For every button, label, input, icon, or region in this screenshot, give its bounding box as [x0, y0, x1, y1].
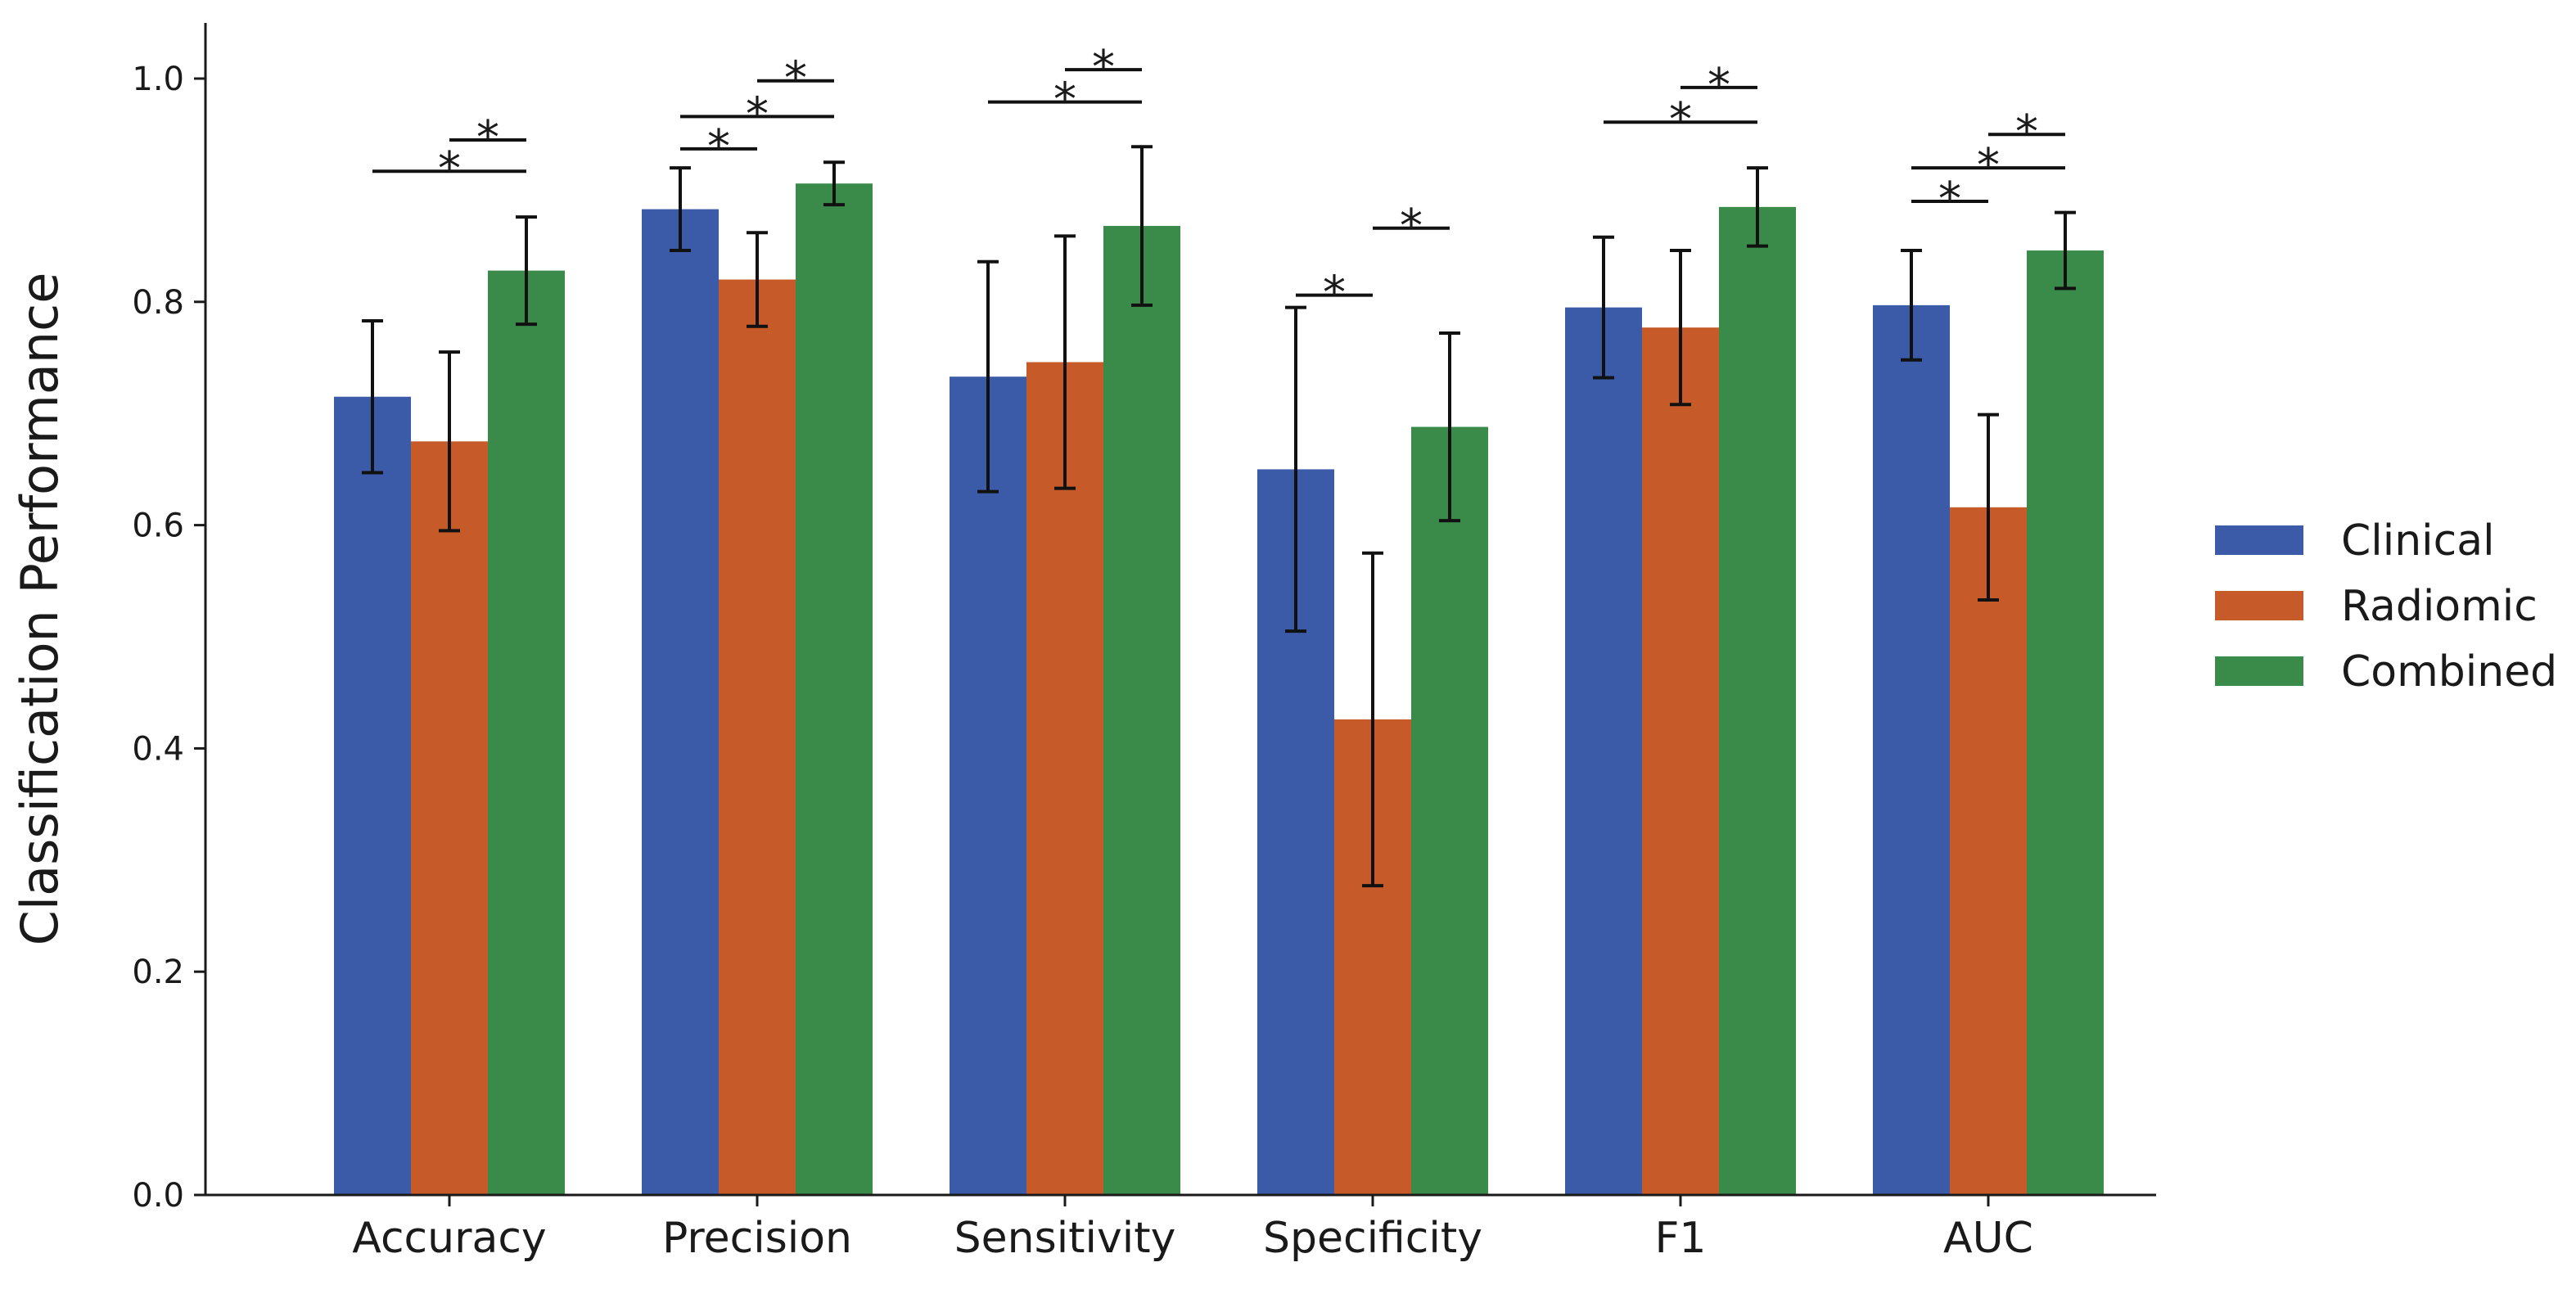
x-tick-label-specificity: Specificity — [1263, 1214, 1482, 1263]
bar-clinical-f1 — [1565, 307, 1642, 1195]
significance-layer: * * * * * * * * * * * * * * — [372, 41, 2065, 320]
bar-clinical-precision — [642, 209, 719, 1195]
axes-layer — [204, 23, 2156, 1197]
significance-star: * — [746, 88, 769, 141]
bar-radiomic-precision — [719, 279, 796, 1195]
significance-star: * — [784, 52, 807, 106]
bar-combined-specificity — [1411, 426, 1488, 1195]
significance-star: * — [1708, 59, 1730, 112]
error-bars-layer — [362, 145, 2076, 888]
y-tick-label: 0.6 — [132, 507, 184, 545]
y-ticks-layer: 0.0 0.2 0.4 0.6 0.8 1.0 — [132, 61, 205, 1215]
significance-star: * — [2015, 106, 2038, 159]
bar-combined-f1 — [1719, 206, 1796, 1196]
bar-clinical-auc — [1873, 304, 1950, 1196]
bars-layer — [334, 183, 2104, 1196]
significance-star: * — [1400, 200, 1423, 253]
significance-star: * — [707, 120, 730, 174]
legend-label-radiomic: Radiomic — [2341, 582, 2538, 631]
y-tick-label: 0.2 — [132, 954, 184, 991]
x-tick-label-auc: AUC — [1943, 1214, 2033, 1263]
legend-swatch-combined — [2215, 656, 2303, 686]
significance-star: * — [1323, 267, 1346, 320]
y-axis-label: Classification Performance — [10, 273, 70, 946]
y-tick-label: 0.4 — [132, 730, 184, 768]
bar-radiomic-accuracy — [411, 441, 488, 1195]
bar-clinical-accuracy — [334, 396, 411, 1195]
bar-radiomic-auc — [1950, 507, 2027, 1195]
y-tick-label: 0.0 — [132, 1177, 184, 1215]
legend-swatch-radiomic — [2215, 591, 2303, 620]
bar-combined-auc — [2027, 250, 2104, 1195]
legend: Clinical Radiomic Combined — [2215, 516, 2557, 697]
x-tick-label-precision: Precision — [662, 1214, 852, 1263]
bar-radiomic-f1 — [1642, 327, 1719, 1195]
significance-star: * — [476, 111, 499, 165]
significance-star: * — [1977, 139, 2000, 192]
legend-swatch-clinical — [2215, 525, 2303, 555]
bar-clinical-sensitivity — [950, 376, 1026, 1195]
bar-radiomic-sensitivity — [1026, 362, 1103, 1195]
legend-label-combined: Combined — [2341, 647, 2557, 697]
legend-label-clinical: Clinical — [2341, 516, 2495, 566]
x-tick-label-f1: F1 — [1655, 1214, 1707, 1263]
x-tick-label-sensitivity: Sensitivity — [954, 1214, 1176, 1263]
significance-star: * — [1938, 173, 1961, 226]
significance-star: * — [1092, 41, 1115, 94]
x-ticks-layer: Accuracy Precision Sensitivity Specificity F… — [352, 1195, 2033, 1263]
bar-combined-precision — [796, 183, 873, 1195]
significance-star: * — [438, 142, 461, 196]
y-tick-label: 0.8 — [132, 284, 184, 322]
bar-combined-accuracy — [488, 270, 565, 1195]
significance-star: * — [1669, 93, 1692, 147]
y-tick-label: 1.0 — [132, 61, 184, 98]
significance-star: * — [1053, 74, 1076, 127]
x-tick-label-accuracy: Accuracy — [352, 1214, 546, 1263]
bar-combined-sensitivity — [1103, 226, 1180, 1196]
